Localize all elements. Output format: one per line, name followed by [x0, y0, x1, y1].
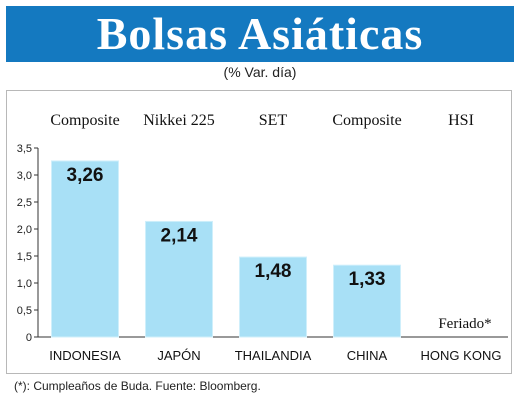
x-tick-label: INDONESIA	[49, 348, 121, 363]
title-banner: Bolsas Asiáticas	[6, 6, 514, 62]
bar	[239, 256, 307, 338]
index-name-label: HSI	[448, 112, 474, 129]
bar	[333, 264, 401, 338]
index-name-label: SET	[259, 112, 288, 129]
chart-title: Bolsas Asiáticas	[96, 8, 424, 59]
y-tick-label: 1,0	[17, 278, 32, 290]
data-label: 1,33	[349, 269, 386, 290]
chart-subtitle: (% Var. día)	[223, 64, 297, 80]
y-tick-label: 3,5	[17, 143, 32, 155]
footnote: (*): Cumpleaños de Buda. Fuente: Bloombe…	[14, 379, 261, 393]
data-label: 3,26	[67, 165, 104, 186]
y-tick-label: 0,5	[17, 305, 32, 317]
y-tick-label: 0	[26, 332, 32, 344]
bar	[145, 220, 213, 338]
x-tick-label: CHINA	[347, 348, 388, 363]
y-tick-label: 2,5	[17, 197, 32, 209]
y-tick-label: 3,0	[17, 170, 32, 182]
x-tick-label: HONG KONG	[421, 348, 502, 363]
x-tick-label: JAPÓN	[157, 348, 200, 363]
data-label: Feriado*	[438, 316, 491, 332]
data-label: 1,48	[255, 261, 292, 282]
y-tick-label: 2,0	[17, 224, 32, 236]
index-name-label: Composite	[50, 112, 119, 129]
x-tick-label: THAILANDIA	[235, 348, 312, 363]
y-tick-label: 1,5	[17, 251, 32, 263]
index-name-label: Nikkei 225	[143, 112, 215, 129]
bar	[51, 160, 119, 338]
data-label: 2,14	[161, 225, 198, 246]
index-name-label: Composite	[332, 112, 401, 129]
